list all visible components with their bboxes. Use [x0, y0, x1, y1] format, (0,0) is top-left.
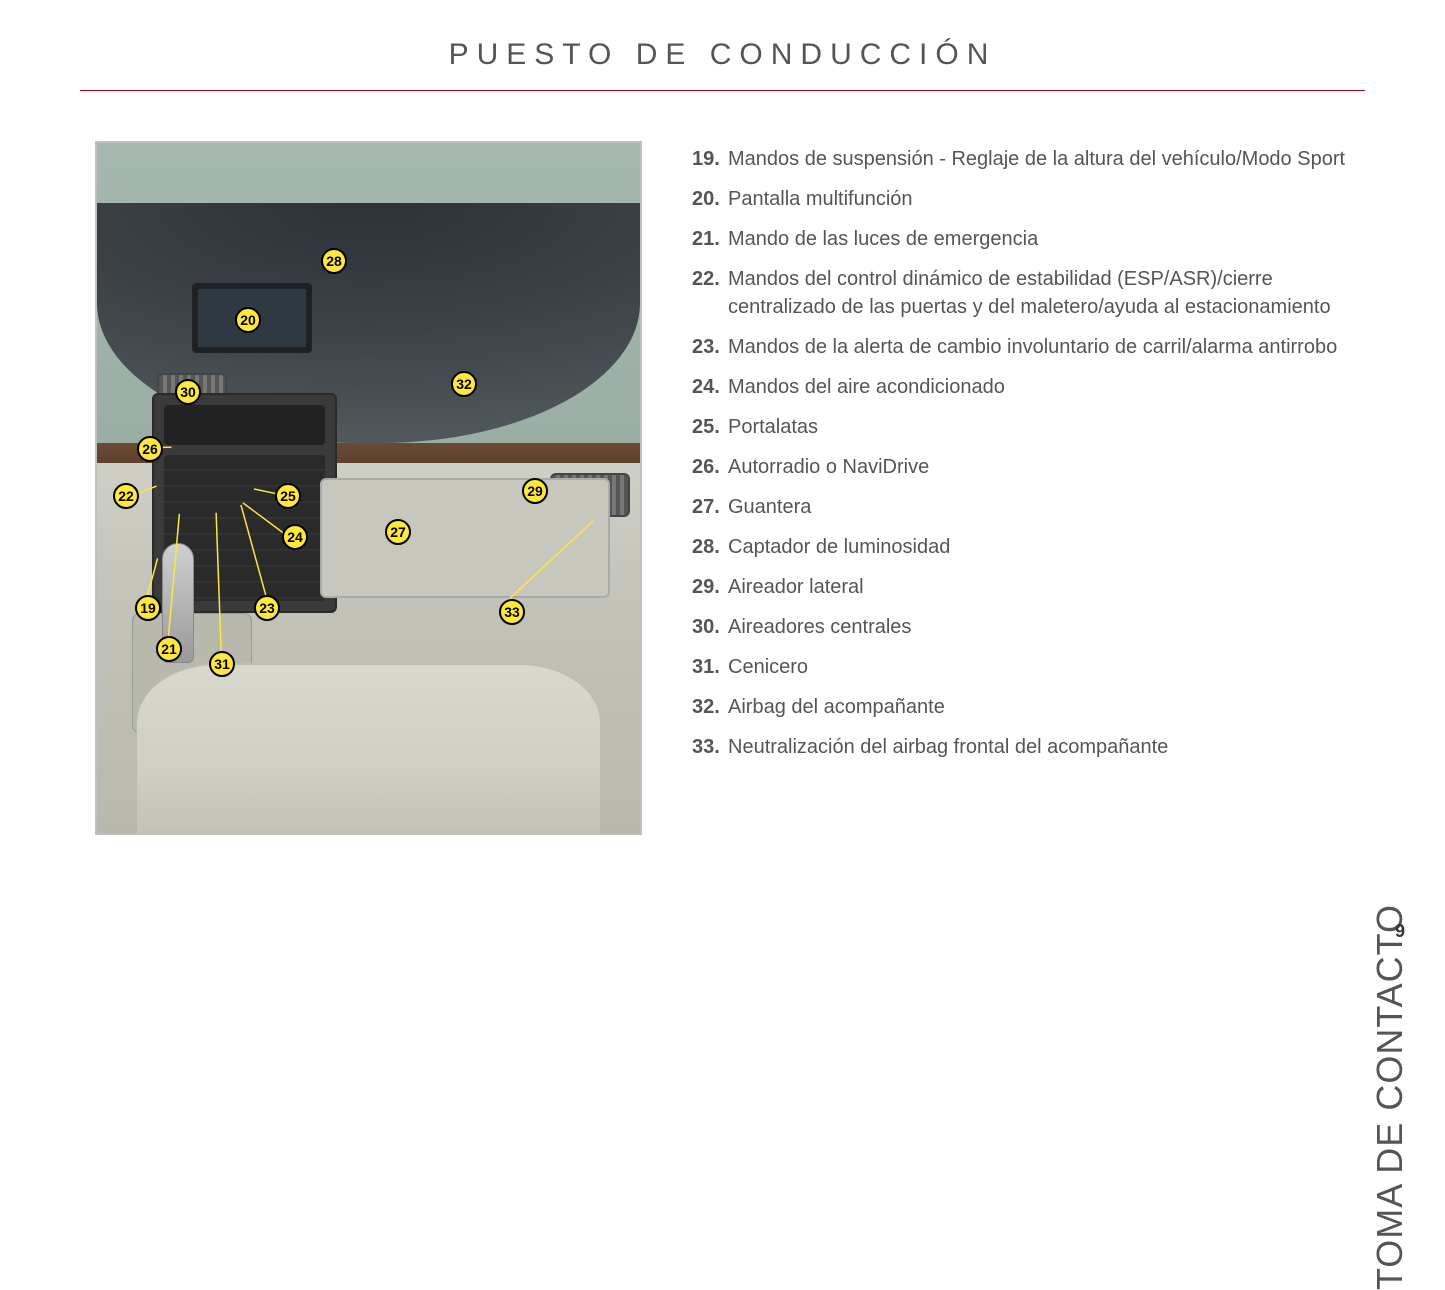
legend-item-text: Mando de las luces de emergencia — [728, 225, 1038, 253]
callout-30: 30 — [175, 379, 201, 405]
legend-item-text: Mandos del control dinámico de estabilid… — [728, 265, 1365, 321]
callout-27: 27 — [385, 519, 411, 545]
callout-25: 25 — [275, 483, 301, 509]
legend-item-text: Guantera — [728, 493, 811, 521]
legend-item-number: 33. — [692, 733, 728, 761]
section-tab: TOMA DE CONTACTO — [1369, 904, 1411, 1290]
legend-item: 29.Aireador lateral — [692, 573, 1365, 601]
legend-item-text: Captador de luminosidad — [728, 533, 950, 561]
callout-33: 33 — [499, 599, 525, 625]
legend-item-text: Neutralización del airbag frontal del ac… — [728, 733, 1168, 761]
dashboard-diagram: 19 20 21 22 23 24 25 26 27 28 29 30 31 32 33 — [95, 141, 642, 835]
legend-item: 19.Mandos de suspensión - Reglaje de la … — [692, 145, 1365, 173]
legend-item: 31.Cenicero — [692, 653, 1365, 681]
legend-item-text: Autorradio o NaviDrive — [728, 453, 929, 481]
legend-item-number: 30. — [692, 613, 728, 641]
legend-item-text: Portalatas — [728, 413, 818, 441]
legend-item-number: 29. — [692, 573, 728, 601]
legend-item: 33.Neutralización del airbag frontal del… — [692, 733, 1365, 761]
legend-item: 21.Mando de las luces de emergencia — [692, 225, 1365, 253]
legend-item-text: Mandos de suspensión - Reglaje de la alt… — [728, 145, 1345, 173]
legend-item: 27.Guantera — [692, 493, 1365, 521]
callout-22: 22 — [113, 483, 139, 509]
legend-item-number: 27. — [692, 493, 728, 521]
legend-item: 28.Captador de luminosidad — [692, 533, 1365, 561]
callout-32: 32 — [451, 371, 477, 397]
callout-19: 19 — [135, 595, 161, 621]
legend-item-text: Mandos de la alerta de cambio involuntar… — [728, 333, 1337, 361]
legend-item-text: Airbag del acompañante — [728, 693, 945, 721]
diagram-glovebox — [320, 478, 610, 598]
legend-item: 32.Airbag del acompañante — [692, 693, 1365, 721]
legend-item-text: Pantalla multifunción — [728, 185, 913, 213]
legend-item-number: 21. — [692, 225, 728, 253]
legend-item: 22.Mandos del control dinámico de estabi… — [692, 265, 1365, 321]
page-number: 9 — [1395, 921, 1405, 942]
legend-item-number: 26. — [692, 453, 728, 481]
legend-item-number: 22. — [692, 265, 728, 321]
callout-20: 20 — [235, 307, 261, 333]
callout-21: 21 — [156, 636, 182, 662]
page-title: PUESTO DE CONDUCCIÓN — [0, 0, 1445, 90]
content-row: 192021222324252627282930313233 19.Mandos… — [0, 91, 1445, 835]
callout-24: 24 — [282, 524, 308, 550]
callout-26: 26 — [137, 436, 163, 462]
callout-23: 23 — [254, 595, 280, 621]
legend-item-number: 24. — [692, 373, 728, 401]
legend-item: 30.Aireadores centrales — [692, 613, 1365, 641]
legend-item-text: Cenicero — [728, 653, 808, 681]
legend-item: 23.Mandos de la alerta de cambio involun… — [692, 333, 1365, 361]
legend-item-text: Mandos del aire acondicionado — [728, 373, 1005, 401]
legend-item-number: 23. — [692, 333, 728, 361]
legend-item-number: 19. — [692, 145, 728, 173]
legend-item: 20.Pantalla multifunción — [692, 185, 1365, 213]
legend-item-number: 25. — [692, 413, 728, 441]
legend-item-number: 31. — [692, 653, 728, 681]
legend-list: 19.Mandos de suspensión - Reglaje de la … — [692, 141, 1365, 835]
legend-item-text: Aireador lateral — [728, 573, 864, 601]
legend-item: 26.Autorradio o NaviDrive — [692, 453, 1365, 481]
legend-item-text: Aireadores centrales — [728, 613, 911, 641]
callout-29: 29 — [522, 478, 548, 504]
legend-item-number: 20. — [692, 185, 728, 213]
diagram-seat — [137, 663, 600, 833]
callout-31: 31 — [209, 651, 235, 677]
callout-28: 28 — [321, 248, 347, 274]
legend-item-number: 32. — [692, 693, 728, 721]
legend-item-number: 28. — [692, 533, 728, 561]
legend-item: 25.Portalatas — [692, 413, 1365, 441]
legend-item: 24.Mandos del aire acondicionado — [692, 373, 1365, 401]
